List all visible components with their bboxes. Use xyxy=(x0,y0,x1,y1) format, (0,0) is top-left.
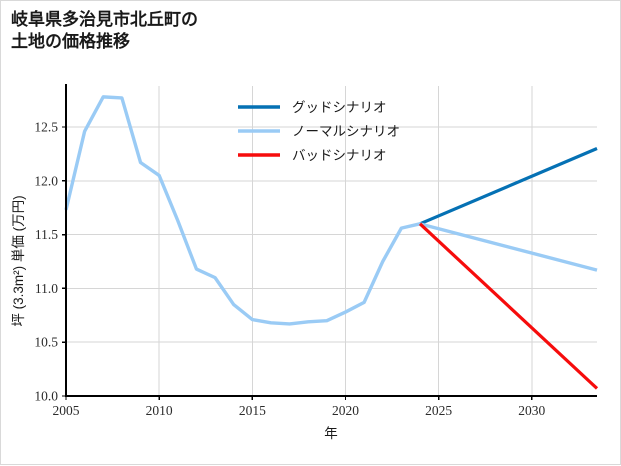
legend-label: グッドシナリオ xyxy=(292,100,387,115)
x-tick-label: 2015 xyxy=(239,403,266,418)
x-tick-label: 2025 xyxy=(425,403,452,418)
chart-title: 岐阜県多治見市北丘町の 土地の価格推移 xyxy=(11,10,198,52)
series-line-normal xyxy=(64,95,598,326)
y-tick-label: 11.5 xyxy=(35,227,58,242)
y-axis-title: 坪 (3.3m²) 単価 (万円) xyxy=(11,195,26,326)
y-tick-labels: 10.0 10.5 11.0 11.5 12.0 12.5 xyxy=(34,120,58,404)
y-tick-label: 10.5 xyxy=(34,335,58,350)
x-tick-label: 2020 xyxy=(332,403,359,418)
y-tick-label: 12.0 xyxy=(34,173,58,188)
y-gridlines xyxy=(66,126,597,343)
y-tick-label: 11.0 xyxy=(35,281,58,296)
x-axis-title: 年 xyxy=(324,426,338,441)
axis-spines xyxy=(64,84,597,398)
legend-label: バッドシナリオ xyxy=(292,148,387,163)
x-tick-label: 2005 xyxy=(53,403,80,418)
y-tick-label: 10.0 xyxy=(34,389,58,404)
legend-label: ノーマルシナリオ xyxy=(292,124,400,139)
x-tick-label: 2010 xyxy=(146,403,173,418)
y-tick-label: 12.5 xyxy=(34,120,58,135)
x-tick-label: 2030 xyxy=(518,403,545,418)
series-lines xyxy=(64,95,599,390)
series-line-good xyxy=(419,147,598,226)
x-tick-labels: 2005 2010 2015 2020 2025 2030 xyxy=(53,403,546,418)
series-line-bad xyxy=(418,222,599,390)
axis-ticks xyxy=(62,126,533,400)
